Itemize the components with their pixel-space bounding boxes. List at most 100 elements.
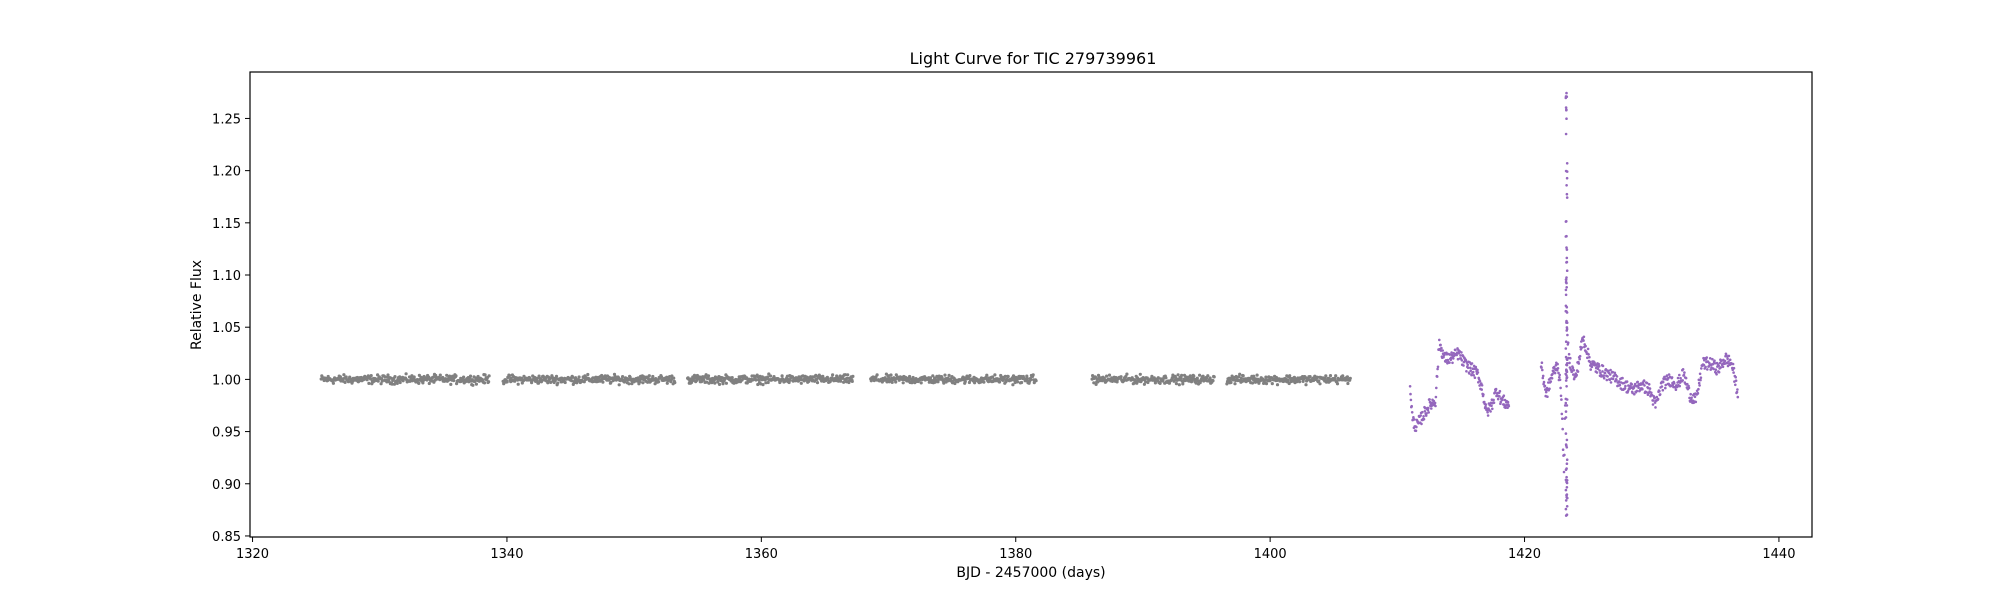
data-point bbox=[1642, 379, 1646, 382]
data-point bbox=[943, 373, 947, 377]
data-point bbox=[1548, 387, 1551, 391]
data-point bbox=[601, 380, 605, 384]
data-point bbox=[344, 375, 348, 379]
data-point bbox=[1427, 411, 1430, 414]
data-point bbox=[1239, 376, 1243, 381]
data-point bbox=[1617, 380, 1621, 383]
data-point bbox=[724, 381, 729, 385]
data-point bbox=[1281, 379, 1285, 384]
data-point bbox=[1625, 380, 1629, 383]
data-point bbox=[1565, 91, 1568, 95]
data-point bbox=[395, 381, 399, 385]
data-point bbox=[1564, 220, 1568, 223]
data-point bbox=[1713, 362, 1717, 365]
data-point bbox=[1192, 374, 1196, 378]
data-point bbox=[1414, 429, 1418, 433]
data-point bbox=[754, 378, 758, 382]
plot-points bbox=[319, 91, 1740, 517]
data-point bbox=[1412, 416, 1415, 419]
data-point bbox=[1698, 372, 1702, 376]
data-point bbox=[1541, 374, 1545, 378]
data-point bbox=[1541, 376, 1545, 380]
data-point bbox=[1590, 365, 1594, 369]
data-point bbox=[673, 381, 677, 385]
data-point bbox=[1328, 374, 1333, 378]
data-point bbox=[369, 377, 373, 381]
data-point bbox=[1135, 381, 1139, 385]
data-point bbox=[369, 374, 373, 378]
data-point bbox=[1446, 358, 1450, 362]
data-point bbox=[1565, 505, 1569, 508]
data-point bbox=[1564, 401, 1568, 405]
data-point bbox=[730, 376, 734, 380]
x-axis-ticks: 1320 1340 1360 1380 1400 1420 1440 bbox=[236, 537, 1795, 562]
data-point bbox=[1094, 382, 1098, 386]
data-point bbox=[1341, 374, 1345, 378]
data-point bbox=[1571, 366, 1575, 370]
data-point bbox=[452, 379, 456, 383]
data-point bbox=[1654, 406, 1657, 409]
data-point bbox=[1656, 397, 1660, 401]
data-point bbox=[556, 381, 560, 385]
data-point bbox=[1564, 478, 1568, 482]
data-point bbox=[1482, 393, 1485, 396]
data-point bbox=[379, 382, 383, 386]
data-point bbox=[1635, 389, 1639, 393]
data-point bbox=[780, 374, 784, 378]
data-point bbox=[1107, 373, 1112, 377]
data-point bbox=[1434, 395, 1438, 399]
data-point bbox=[1658, 389, 1661, 393]
data-point bbox=[846, 373, 850, 377]
data-point bbox=[1565, 108, 1568, 112]
data-point bbox=[1565, 192, 1569, 196]
data-point bbox=[799, 381, 803, 385]
data-point bbox=[1507, 404, 1511, 408]
data-point bbox=[1587, 353, 1590, 356]
data-point bbox=[1156, 376, 1160, 380]
data-point bbox=[1432, 399, 1436, 403]
y-axis-ticks: 0.85 0.90 0.95 1.00 1.05 1.10 1.15 1.20 1.25 bbox=[212, 112, 250, 545]
data-point bbox=[704, 373, 708, 377]
data-point bbox=[449, 382, 453, 386]
data-point bbox=[1255, 373, 1259, 377]
data-point bbox=[1452, 357, 1455, 360]
data-point bbox=[1241, 374, 1245, 378]
data-point bbox=[997, 380, 1002, 384]
data-point bbox=[1449, 358, 1453, 362]
data-point bbox=[1498, 389, 1502, 393]
data-point bbox=[931, 374, 935, 378]
data-point bbox=[1611, 377, 1615, 381]
data-segment-3 bbox=[686, 372, 855, 387]
data-point bbox=[487, 374, 491, 378]
data-point bbox=[1603, 371, 1607, 375]
data-point bbox=[1345, 375, 1349, 379]
data-point bbox=[1268, 379, 1272, 383]
data-point bbox=[1484, 405, 1487, 409]
data-point bbox=[1711, 363, 1715, 366]
data-point bbox=[982, 380, 986, 384]
data-point bbox=[1676, 376, 1680, 380]
data-point bbox=[1275, 383, 1280, 387]
data-point bbox=[1492, 401, 1496, 405]
data-point bbox=[1423, 410, 1427, 413]
data-point bbox=[1002, 377, 1006, 381]
y-tick-label: 0.90 bbox=[212, 478, 241, 493]
data-point bbox=[1490, 404, 1493, 408]
data-point bbox=[376, 379, 380, 383]
data-point bbox=[1588, 360, 1592, 364]
data-point bbox=[1470, 362, 1474, 365]
data-point bbox=[1413, 418, 1416, 421]
data-point bbox=[1694, 400, 1698, 404]
data-point bbox=[1564, 416, 1568, 419]
data-point bbox=[577, 375, 581, 379]
data-point bbox=[1564, 132, 1568, 136]
data-point bbox=[967, 380, 972, 385]
data-point bbox=[1435, 375, 1439, 378]
data-point bbox=[672, 376, 676, 380]
data-point bbox=[1558, 373, 1561, 377]
data-point bbox=[1119, 375, 1123, 379]
data-point bbox=[1304, 383, 1308, 387]
x-tick-label: 1400 bbox=[1254, 547, 1287, 562]
data-point bbox=[1124, 374, 1128, 379]
data-point bbox=[1553, 371, 1557, 375]
